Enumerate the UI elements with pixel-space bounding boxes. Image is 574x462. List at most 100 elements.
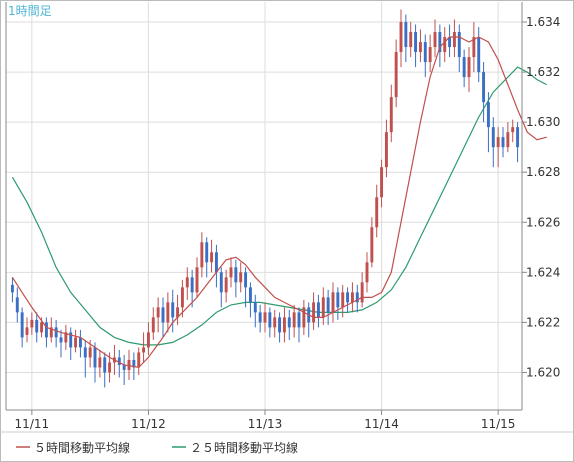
candle [506,122,510,153]
candle [20,307,24,348]
candle-body [161,307,165,323]
candle-body [428,47,432,63]
candle-body [438,32,442,53]
candle-body [88,347,92,358]
candle-body [511,127,515,133]
candle-body [302,307,306,328]
candle [273,309,277,338]
candle-body [49,327,53,338]
candle-body [380,167,384,198]
candle-body [297,312,301,328]
candle [234,259,238,298]
candle-body [263,312,267,323]
candle [467,47,471,93]
x-tick-label: 11/12 [131,417,166,431]
candle [258,304,262,333]
candle [516,122,520,163]
candle-body [219,272,223,293]
candle [74,329,78,353]
candle [146,322,150,355]
candle-body [326,297,330,313]
candle-body [35,319,39,333]
candle [452,19,456,58]
candle-body [98,357,102,368]
candle [457,24,461,73]
candle [501,127,505,158]
y-tick-label: 1.622 [526,315,560,329]
candle-body [404,22,408,48]
y-tick-label: 1.630 [526,115,560,129]
candle [83,339,87,378]
candle-body [200,242,204,268]
candle-body [44,322,48,338]
candle-body [93,347,97,368]
candle-body [360,282,364,303]
candle [263,302,267,333]
candle-body [190,277,194,293]
y-tick-label: 1.634 [526,15,560,29]
candle-body [418,42,422,53]
candle [399,9,403,68]
candle-body [268,312,272,328]
candle-body [370,227,374,263]
candle-body [137,352,141,368]
candle [287,309,291,340]
candle-body [292,312,296,328]
candle-body [122,364,126,370]
candle-body [394,52,398,98]
candle [409,22,413,58]
candle-body [448,37,452,48]
candle [103,352,107,388]
candle [307,302,311,338]
candle-body [156,307,160,318]
candle [375,184,379,238]
candle [156,297,160,333]
candle [224,269,228,303]
candle [438,24,442,68]
candle [389,84,393,143]
candle-body [501,137,505,148]
candle-body [248,287,252,303]
candle-body [229,267,233,278]
candle [54,319,58,348]
candle-body [146,332,150,348]
candle [98,349,102,378]
candle-body [103,357,107,373]
legend-label: ５時間移動平均線 [34,440,130,455]
candle [151,307,155,340]
candle-body [214,252,218,273]
candle [326,289,330,325]
candle-body [316,302,320,318]
x-tick-label: 11/14 [364,417,399,431]
candle [462,49,466,88]
ma5-line [11,36,547,369]
candle-body [180,287,184,308]
candle-body [491,127,495,148]
candle [35,312,39,343]
candle-body [59,337,63,343]
candle-body [185,277,189,288]
candle [360,272,364,308]
candle-body [166,302,170,323]
candle-body [151,317,155,333]
candle [93,342,97,383]
candle-body [127,359,131,370]
candle [142,332,146,363]
candle [384,119,388,178]
candle-body [15,297,19,313]
y-tick-label: 1.624 [526,265,560,279]
candle [229,257,233,288]
candle [355,284,359,313]
candle [350,282,354,313]
candle [423,34,427,78]
legend-label: ２５時間移動平均線 [190,440,298,455]
candle [297,307,301,343]
x-tick-label: 11/11 [15,417,50,431]
candle [195,257,199,298]
y-tick-label: 1.620 [526,365,560,379]
candle [44,317,48,348]
candle [302,299,306,335]
candle [166,292,170,333]
